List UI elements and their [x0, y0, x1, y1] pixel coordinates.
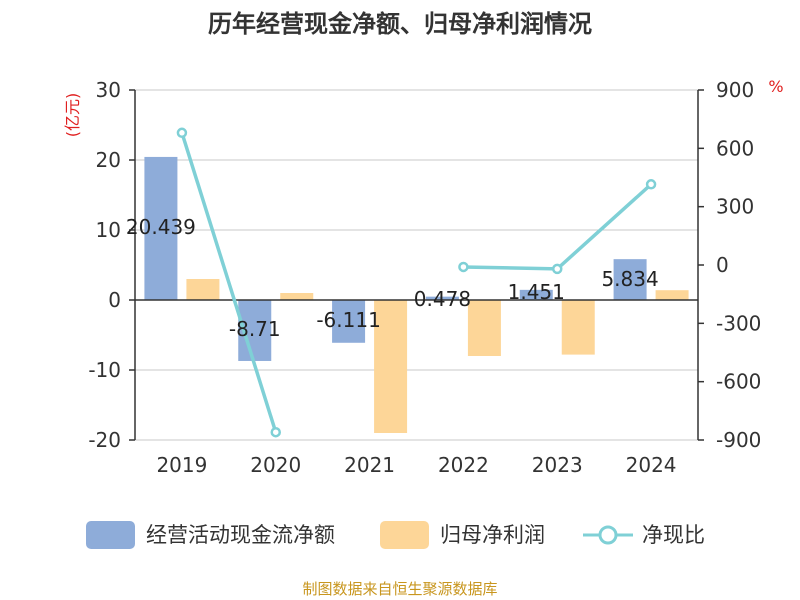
- right-tick-label: -600: [716, 370, 761, 394]
- data-label-cashflow-2023: 1.451: [508, 280, 565, 304]
- legend-label-cashflow: 经营活动现金流净额: [146, 523, 335, 547]
- left-tick-label: 0: [108, 288, 121, 312]
- x-tick-label: 2020: [250, 453, 301, 477]
- right-axis-unit: %: [768, 77, 783, 96]
- source-note: 制图数据来自恒生聚源数据库: [302, 580, 497, 598]
- x-tick-label: 2022: [438, 453, 489, 477]
- legend-label-ratio: 净现比: [642, 523, 705, 547]
- ratio-point-2024: [645, 179, 657, 190]
- data-label-cashflow-2019: 20.439: [126, 215, 196, 239]
- bar-cashflow-2019: [144, 156, 178, 300]
- x-tick-label: 2024: [626, 453, 677, 477]
- ratio-line-segment: [180, 132, 278, 433]
- data-label-cashflow-2021: -6.111: [316, 308, 380, 332]
- bar-netprofit-2020: [280, 293, 314, 300]
- bar-cashflow-2024: [613, 259, 647, 300]
- right-tick-label: 300: [716, 195, 754, 219]
- bar-netprofit-2021: [374, 300, 408, 433]
- data-label-cashflow-2024: 5.834: [601, 267, 658, 291]
- left-axis-unit: (亿元): [63, 93, 82, 138]
- left-tick-label: -20: [88, 428, 121, 452]
- left-tick-label: 20: [96, 148, 121, 172]
- bar-cashflow-2022: [425, 296, 459, 300]
- x-tick-label: 2021: [344, 453, 395, 477]
- left-tick-label: 30: [96, 78, 121, 102]
- left-tick-label: -10: [88, 358, 121, 382]
- ratio-point-2022: [458, 261, 469, 273]
- bar-cashflow-2023: [519, 289, 553, 300]
- legend-label-netprofit: 归母净利润: [440, 523, 545, 547]
- left-tick-label: 10: [96, 218, 121, 242]
- right-tick-label: 900: [716, 78, 754, 102]
- bar-netprofit-2022: [467, 300, 501, 356]
- x-tick-label: 2019: [156, 453, 207, 477]
- ratio-line-segment: [463, 183, 653, 271]
- ratio-point-2020: [270, 426, 281, 438]
- x-tick-label: 2023: [532, 453, 583, 477]
- bar-netprofit-2019: [186, 279, 220, 300]
- data-label-cashflow-2020: -8.71: [229, 317, 281, 341]
- ratio-point-2023: [552, 263, 563, 275]
- legend-swatch-netprofit: [380, 521, 429, 549]
- chart-title: 历年经营现金净额、归母净利润情况: [208, 10, 592, 38]
- legend: 经营活动现金流净额 归母净利润 净现比: [86, 521, 705, 549]
- right-tick-label: -900: [716, 428, 761, 452]
- data-label-cashflow-2022: 0.478: [414, 287, 471, 311]
- bar-netprofit-2023: [561, 300, 595, 355]
- right-tick-label: 600: [716, 136, 754, 160]
- right-tick-label: -300: [716, 311, 761, 335]
- ratio-point-2019: [176, 127, 188, 139]
- bar-netprofit-2024: [655, 290, 689, 300]
- bar-cashflow-2021: [332, 300, 366, 343]
- legend-marker-ratio: [598, 525, 618, 545]
- right-tick-label: 0: [716, 253, 729, 277]
- legend-swatch-cashflow: [86, 521, 135, 549]
